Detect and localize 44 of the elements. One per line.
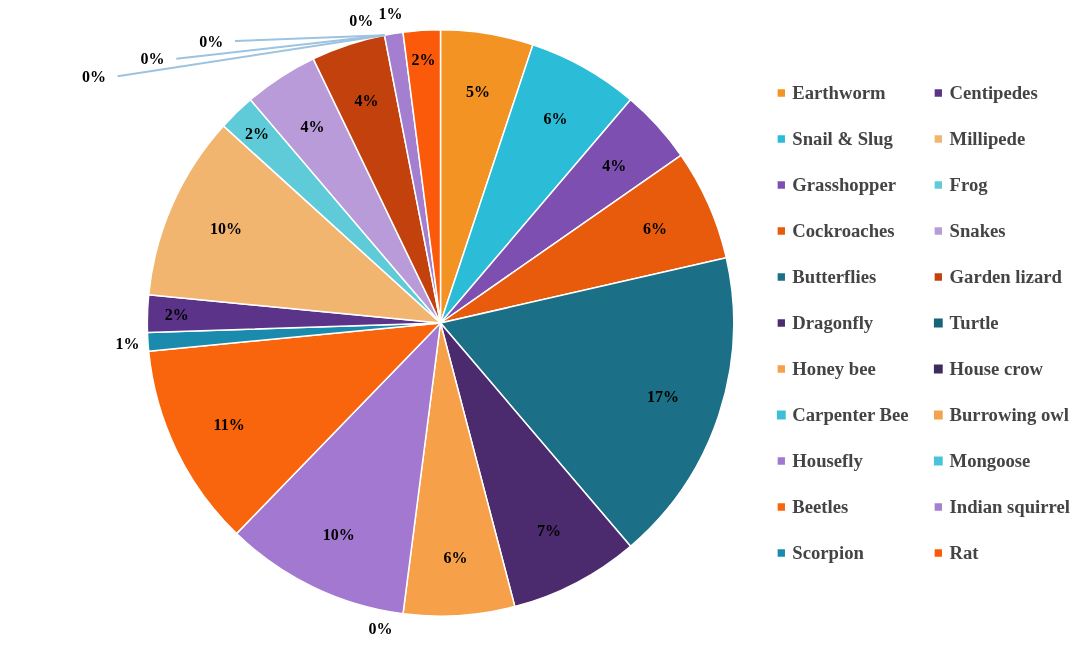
legend-label: Rat: [949, 541, 979, 564]
data-label: 2%: [411, 51, 436, 69]
legend-label: Earthworm: [792, 81, 886, 104]
legend-label: Butterflies: [792, 265, 877, 288]
legend-label: Carpenter Bee: [792, 403, 909, 426]
legend-label: Turtle: [949, 311, 999, 334]
legend-label: Honey bee: [792, 357, 876, 380]
data-label: 1%: [115, 334, 140, 352]
data-label: 7%: [536, 522, 561, 540]
legend-label: Snakes: [949, 219, 1006, 242]
legend-label: Indian squirrel: [949, 495, 1070, 518]
text: 0%: [140, 50, 165, 68]
data-label: 6%: [443, 548, 468, 566]
legend-label: Scorpion: [792, 541, 864, 564]
legend-label: Mongoose: [949, 449, 1031, 472]
legend-label: Garden lizard: [949, 265, 1062, 288]
data-label: 1%: [378, 4, 403, 22]
text: 0%: [81, 67, 106, 85]
legend-label: House crow: [949, 357, 1043, 380]
data-label: 11%: [213, 416, 245, 434]
legend-label: Beetles: [792, 495, 849, 518]
legend-label: Frog: [949, 173, 988, 196]
legend-label: Housefly: [792, 449, 863, 472]
text: 0%: [368, 619, 393, 637]
data-label: 10%: [210, 219, 243, 237]
legend-label: Grasshopper: [792, 173, 896, 196]
data-label: 2%: [164, 306, 189, 324]
legend-label: Cockroaches: [792, 219, 895, 242]
data-label: 17%: [647, 388, 680, 406]
legend-label: Dragonfly: [792, 311, 874, 334]
data-label: 6%: [642, 219, 667, 237]
legend-label: Millipede: [949, 127, 1026, 150]
text: 0%: [199, 32, 224, 50]
text: 0%: [349, 12, 374, 30]
data-label: 4%: [602, 156, 627, 174]
legend-label: Centipedes: [949, 81, 1038, 104]
data-label: 10%: [322, 525, 355, 543]
data-label: 4%: [300, 117, 325, 135]
legend-label: Burrowing owl: [949, 403, 1069, 426]
data-label: 6%: [543, 110, 568, 128]
data-label: 2%: [244, 124, 269, 142]
data-label: 4%: [354, 91, 379, 109]
legend-label: Snail & Slug: [792, 127, 893, 150]
data-label: 5%: [465, 82, 490, 100]
